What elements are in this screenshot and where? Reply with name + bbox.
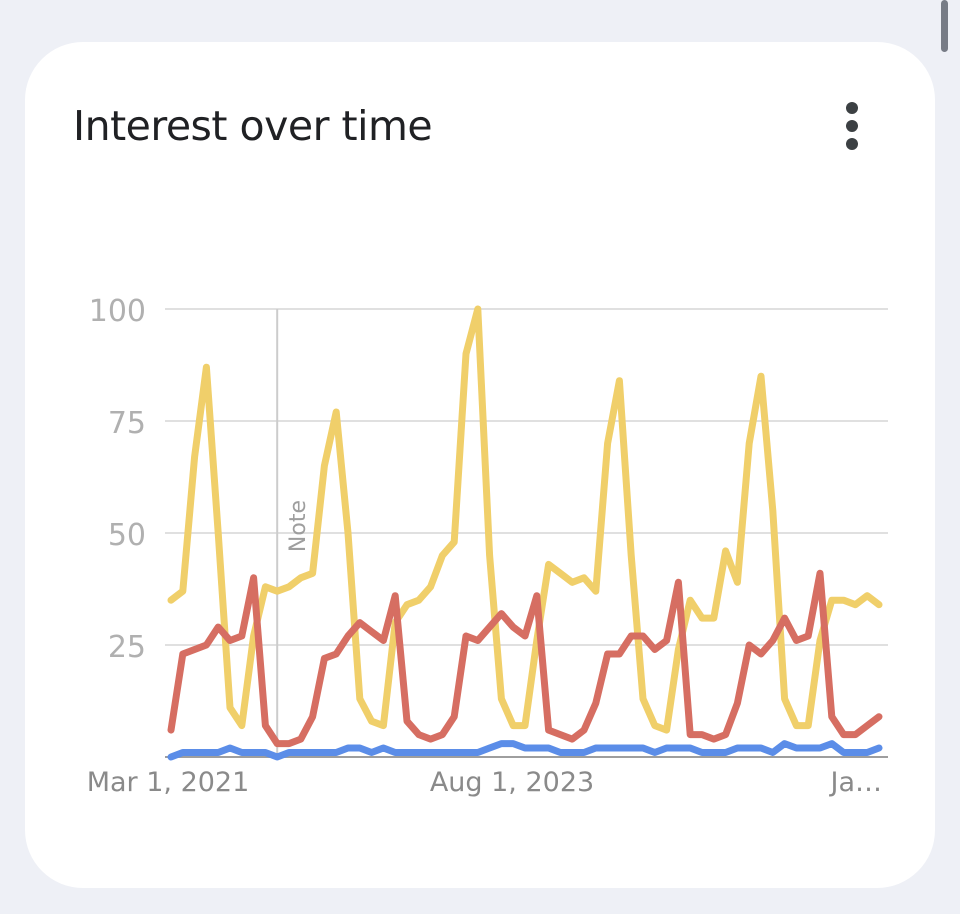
- note-label: Note: [286, 500, 311, 552]
- series-line-yellow: [167, 305, 883, 734]
- more-options-button[interactable]: [835, 98, 869, 154]
- series-line-red: [167, 569, 883, 748]
- x-tick-label: Ja…: [828, 767, 882, 798]
- y-tick-label: 75: [108, 406, 146, 441]
- series-line-blue: [167, 740, 883, 761]
- y-tick-label: 100: [89, 294, 146, 329]
- x-tick-label: Aug 1, 2023: [430, 767, 594, 798]
- y-tick-label: 50: [108, 518, 146, 553]
- scrollbar[interactable]: [941, 0, 948, 52]
- card-title: Interest over time: [73, 102, 433, 150]
- y-tick-label: 25: [108, 630, 146, 665]
- x-tick-label: Mar 1, 2021: [87, 767, 250, 798]
